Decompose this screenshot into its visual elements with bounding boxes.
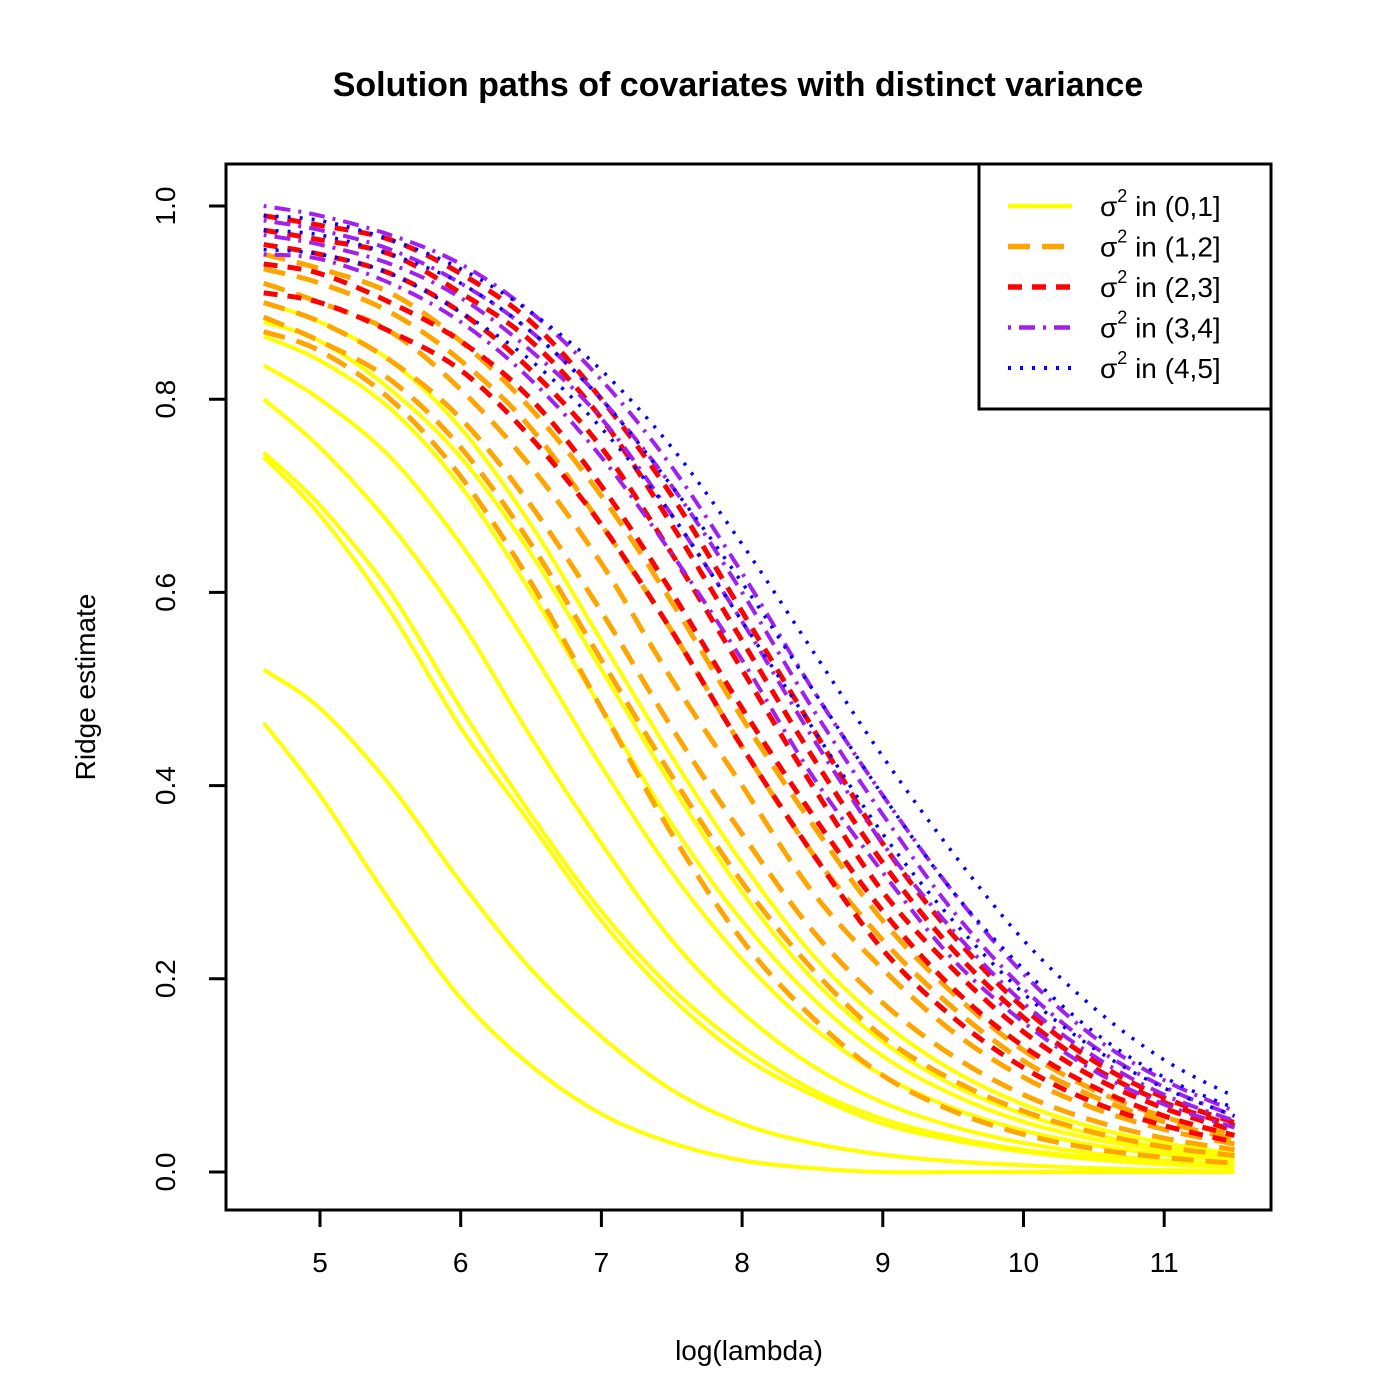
x-axis-label: log(lambda) (675, 1335, 823, 1366)
series-line (263, 251, 1236, 1138)
series-line (262, 314, 1235, 1159)
y-axis-label: Ridge estimate (70, 594, 101, 781)
x-tick-label: 11 (1150, 1247, 1179, 1278)
y-tick-label: 0.4 (150, 766, 181, 805)
x-axis: 5 6 7 8 9 10 11 (312, 1210, 1179, 1278)
legend: σ2 in (0,1] σ2 in (1,2] σ2 in (2,3] σ2 in (… (977, 162, 1273, 411)
x-tick-label: 8 (734, 1247, 750, 1278)
series-line (262, 668, 1235, 1173)
series-line (262, 397, 1235, 1167)
y-tick-label: 0.6 (150, 573, 181, 612)
series-line (263, 266, 1236, 1142)
y-tick-label: 0.2 (150, 959, 181, 998)
y-tick-label: 0.8 (150, 380, 181, 419)
series-line (263, 218, 1236, 1118)
x-tick-label: 10 (1008, 1247, 1039, 1278)
series-line (262, 329, 1235, 1166)
legend-label: σ2 in (4,5] (1100, 348, 1221, 384)
plot-frame (224, 162, 1273, 1212)
series-line (263, 247, 1236, 1118)
y-tick-label: 0.0 (150, 1153, 181, 1192)
x-tick-label: 9 (875, 1247, 891, 1278)
y-axis: 0.0 0.2 0.4 0.6 0.8 1.0 (150, 187, 226, 1192)
series-line (262, 334, 1235, 1161)
x-tick-label: 5 (312, 1247, 328, 1278)
legend-label: σ2 in (1,2] (1100, 227, 1221, 263)
series-line (262, 363, 1235, 1163)
series-line (263, 252, 1236, 1130)
series-line (262, 721, 1235, 1175)
x-tick-label: 6 (453, 1247, 469, 1278)
x-tick-label: 7 (594, 1247, 610, 1278)
series-line (262, 450, 1235, 1169)
legend-label: σ2 in (3,4] (1100, 308, 1221, 344)
legend-label: σ2 in (2,3] (1100, 267, 1221, 303)
series-line (263, 228, 1236, 1110)
series-line (263, 213, 1236, 1126)
chart-title: Solution paths of covariates with distin… (333, 66, 1144, 104)
series-line (263, 300, 1235, 1156)
series-layer (262, 204, 1236, 1175)
y-tick-label: 1.0 (150, 187, 181, 226)
series-line (263, 204, 1236, 1113)
series-line (263, 261, 1236, 1138)
series-line (262, 280, 1236, 1147)
legend-label: σ2 in (0,1] (1100, 186, 1221, 222)
